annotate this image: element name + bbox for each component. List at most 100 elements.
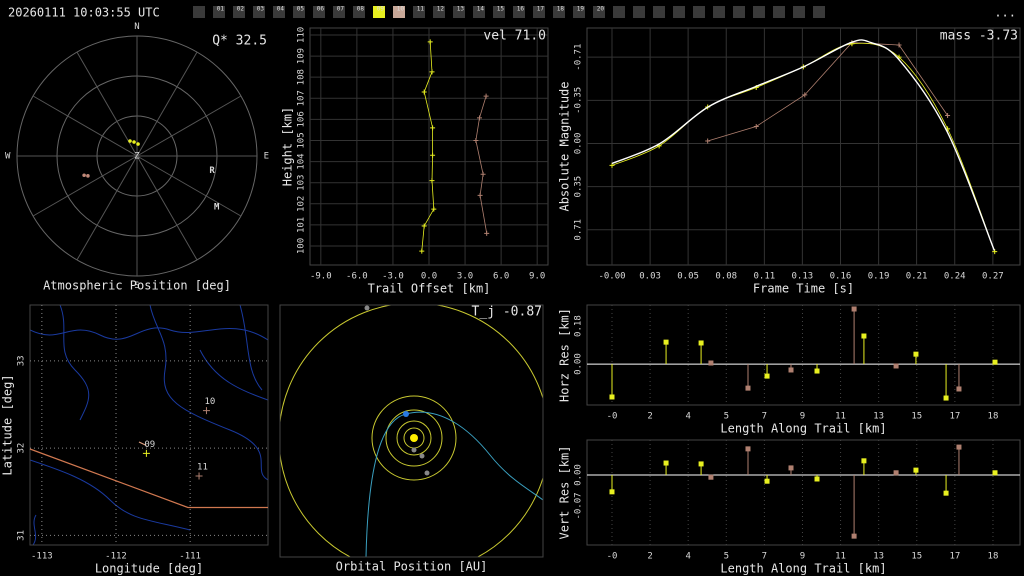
frame-button[interactable] bbox=[553, 6, 565, 18]
frame-label: 15 bbox=[497, 6, 505, 13]
planet bbox=[419, 453, 425, 459]
point bbox=[132, 140, 136, 144]
ground-track bbox=[29, 448, 268, 509]
frame-button[interactable] bbox=[193, 6, 205, 18]
point bbox=[764, 478, 770, 484]
x-tick-label: 9 bbox=[800, 552, 805, 562]
frame-button[interactable] bbox=[433, 6, 445, 18]
x-tick-label: 2 bbox=[647, 552, 652, 562]
x-tick-label: -112 bbox=[105, 552, 127, 562]
planet bbox=[411, 447, 417, 453]
x-tick-label: 3.0 bbox=[457, 272, 473, 282]
x-axis-label: Trail Offset [km] bbox=[368, 282, 491, 296]
frame-button[interactable] bbox=[213, 6, 225, 18]
frame-button[interactable] bbox=[313, 6, 325, 18]
frame-button[interactable] bbox=[373, 6, 385, 18]
frame-button[interactable] bbox=[353, 6, 365, 18]
station-label: 09 bbox=[144, 440, 155, 450]
frame-button[interactable] bbox=[693, 6, 705, 18]
frame-label: 05 bbox=[297, 6, 305, 13]
point bbox=[705, 138, 711, 144]
point bbox=[82, 173, 86, 178]
y-axis-label: Vert Res [km] bbox=[558, 446, 572, 540]
frame-button[interactable] bbox=[593, 6, 605, 18]
x-tick-label: 5 bbox=[724, 552, 729, 562]
x-tick-label: 4 bbox=[685, 412, 690, 422]
meteoroid-orbit bbox=[365, 411, 543, 557]
frame-button[interactable] bbox=[813, 6, 825, 18]
x-tick-label: 15 bbox=[911, 412, 922, 422]
x-tick-label: 0.24 bbox=[944, 272, 966, 282]
orbit-diagram bbox=[280, 305, 543, 557]
frame-button[interactable] bbox=[273, 6, 285, 18]
planet bbox=[364, 305, 370, 311]
x-tick-label: 17 bbox=[949, 552, 960, 562]
earth bbox=[403, 411, 409, 417]
direction-label: N bbox=[134, 22, 139, 32]
y-tick-label: 110 bbox=[297, 27, 307, 43]
spoke bbox=[32, 155, 138, 217]
y-tick-label: 0.00 bbox=[574, 133, 584, 155]
frame-button[interactable] bbox=[293, 6, 305, 18]
frame-button[interactable] bbox=[413, 6, 425, 18]
series-line bbox=[611, 39, 995, 251]
menu-button[interactable]: ... bbox=[994, 6, 1016, 20]
point bbox=[745, 446, 751, 452]
frame-button[interactable] bbox=[633, 6, 645, 18]
annotation: T_j -0.87 bbox=[472, 305, 542, 320]
point bbox=[896, 42, 902, 48]
frame-button[interactable] bbox=[393, 6, 405, 18]
rivers bbox=[30, 305, 268, 545]
frame-button[interactable] bbox=[333, 6, 345, 18]
marker-label: R bbox=[209, 166, 215, 176]
frame-button[interactable] bbox=[733, 6, 745, 18]
annotation: mass -3.73 bbox=[940, 29, 1018, 44]
frame-button[interactable] bbox=[253, 6, 265, 18]
station bbox=[195, 472, 203, 480]
spoke bbox=[76, 155, 138, 261]
frame-button[interactable] bbox=[773, 6, 785, 18]
planet bbox=[424, 470, 430, 476]
point bbox=[992, 470, 998, 476]
point bbox=[943, 395, 949, 401]
point bbox=[698, 461, 704, 467]
x-tick-label: 9.0 bbox=[529, 272, 545, 282]
frame-button[interactable] bbox=[493, 6, 505, 18]
frame-label: 06 bbox=[317, 6, 325, 13]
orbit-ring bbox=[385, 409, 443, 467]
frame-button[interactable] bbox=[473, 6, 485, 18]
station bbox=[202, 407, 210, 415]
y-tick-label: 32 bbox=[17, 443, 27, 454]
point bbox=[956, 444, 962, 450]
y-axis-label: Horz Res [km] bbox=[558, 308, 572, 402]
frame-button[interactable] bbox=[653, 6, 665, 18]
frame-button[interactable] bbox=[573, 6, 585, 18]
point bbox=[609, 162, 615, 168]
y-tick-label: 0.00 bbox=[574, 353, 584, 375]
frame-button[interactable] bbox=[453, 6, 465, 18]
x-tick-label: -6.0 bbox=[346, 272, 368, 282]
frame-button[interactable] bbox=[533, 6, 545, 18]
frame-button[interactable] bbox=[753, 6, 765, 18]
point bbox=[429, 178, 435, 184]
frame-button[interactable] bbox=[513, 6, 525, 18]
chart-title: Atmospheric Position [deg] bbox=[43, 279, 231, 293]
y-tick-label: 102 bbox=[297, 196, 307, 212]
x-tick-label: 6.0 bbox=[493, 272, 509, 282]
x-axis-label: Longitude [deg] bbox=[95, 562, 203, 576]
zenith-label: Z bbox=[134, 152, 140, 162]
point bbox=[913, 467, 919, 473]
frame-button[interactable] bbox=[713, 6, 725, 18]
x-tick-label: 7 bbox=[762, 552, 767, 562]
frame-button[interactable] bbox=[673, 6, 685, 18]
y-tick-label: -0.35 bbox=[574, 87, 584, 114]
x-tick-label: 0.0 bbox=[421, 272, 437, 282]
frame-label: 01 bbox=[217, 6, 225, 13]
frame-button[interactable] bbox=[613, 6, 625, 18]
frame-button[interactable] bbox=[233, 6, 245, 18]
x-tick-label: 11 bbox=[835, 412, 846, 422]
point bbox=[480, 171, 486, 177]
frame-button[interactable] bbox=[793, 6, 805, 18]
